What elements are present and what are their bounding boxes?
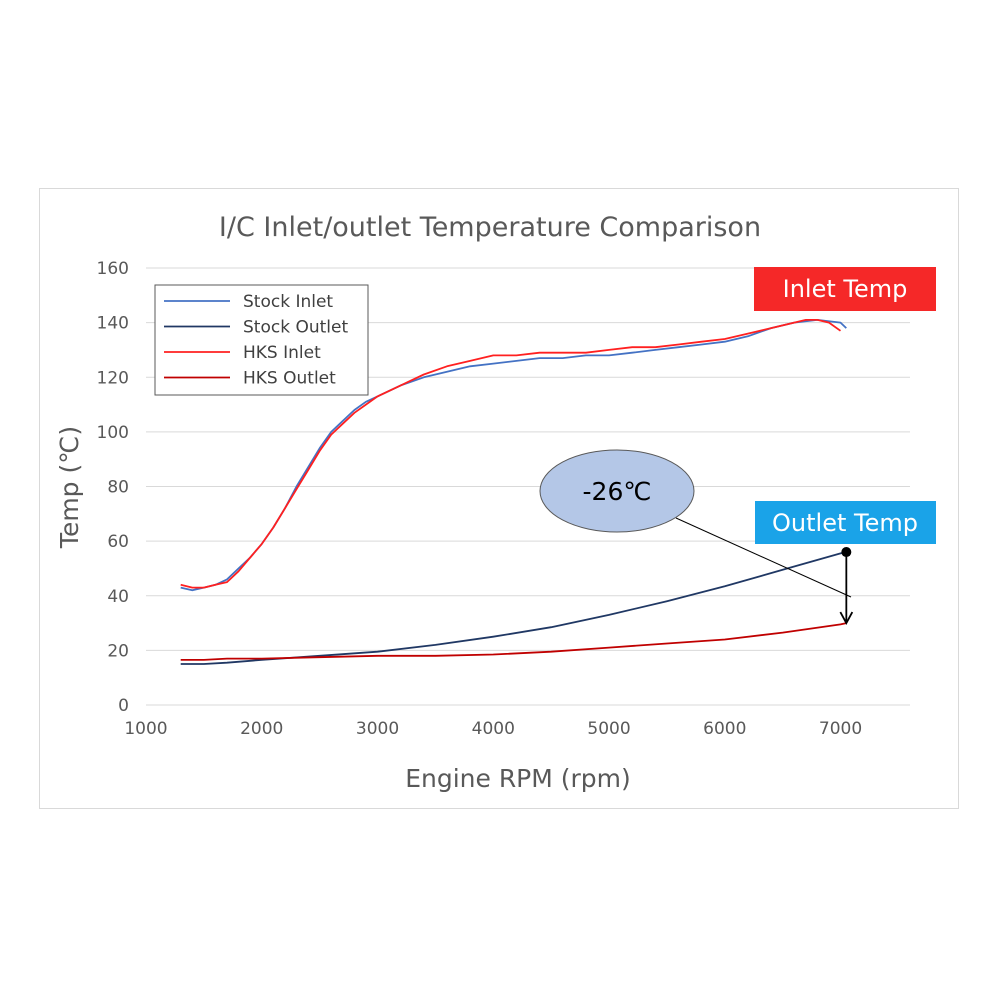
difference-arrow [839,547,854,625]
x-tick-label: 2000 [240,719,283,739]
legend-label-hks-outlet: HKS Outlet [243,369,336,389]
y-tick-label: 140 [97,314,129,334]
inlet-temp-tag-label: Inlet Temp [783,275,908,303]
arrow-head [839,611,854,625]
x-axis-title: Engine RPM (rpm) [405,764,631,793]
x-tick-labels: 1000 2000 3000 4000 5000 6000 7000 [124,719,862,739]
x-tick-label: 5000 [587,719,630,739]
y-tick-label: 0 [118,696,129,716]
x-tick-label: 1000 [124,719,167,739]
inlet-temp-tag-bg [754,267,936,311]
outlet-temp-tag-bg [755,501,936,544]
outlet-temp-tag-label: Outlet Temp [772,509,918,537]
series-lines [180,318,847,665]
outlet-temp-tag: Outlet Temp [755,501,936,544]
callout-leader-line [675,517,852,598]
difference-callout: -26℃ [539,449,854,625]
legend: Stock Inlet Stock Outlet HKS Inlet HKS Outl… [154,284,369,396]
y-tick-label: 40 [107,587,129,607]
callout-label: -26℃ [583,477,652,506]
y-tick-label: 60 [107,532,129,552]
arrow-start-dot [841,547,852,558]
x-tick-label: 7000 [819,719,862,739]
series-line-hks-inlet [180,318,842,589]
inlet-temp-tag: Inlet Temp [754,267,936,311]
y-tick-label: 20 [107,641,129,661]
gridlines [146,267,910,651]
callout-bubble [539,449,695,533]
y-axis-title: Temp (℃) [55,426,84,549]
y-tick-label: 80 [107,478,129,498]
x-tick-label: 6000 [703,719,746,739]
series-line-stock-outlet [180,551,847,665]
x-tick-label: 4000 [472,719,515,739]
y-tick-label: 100 [97,423,129,443]
y-tick-label: 160 [97,259,129,279]
legend-label-stock-inlet: Stock Inlet [243,292,333,312]
y-tick-labels: 0 20 40 60 80 100 120 140 160 [97,259,129,716]
series-line-hks-outlet [180,622,847,661]
legend-label-stock-outlet: Stock Outlet [243,318,348,338]
x-tick-label: 3000 [356,719,399,739]
chart-title: I/C Inlet/outlet Temperature Comparison [219,212,761,243]
legend-label-hks-inlet: HKS Inlet [243,343,321,363]
y-tick-label: 120 [97,368,129,388]
